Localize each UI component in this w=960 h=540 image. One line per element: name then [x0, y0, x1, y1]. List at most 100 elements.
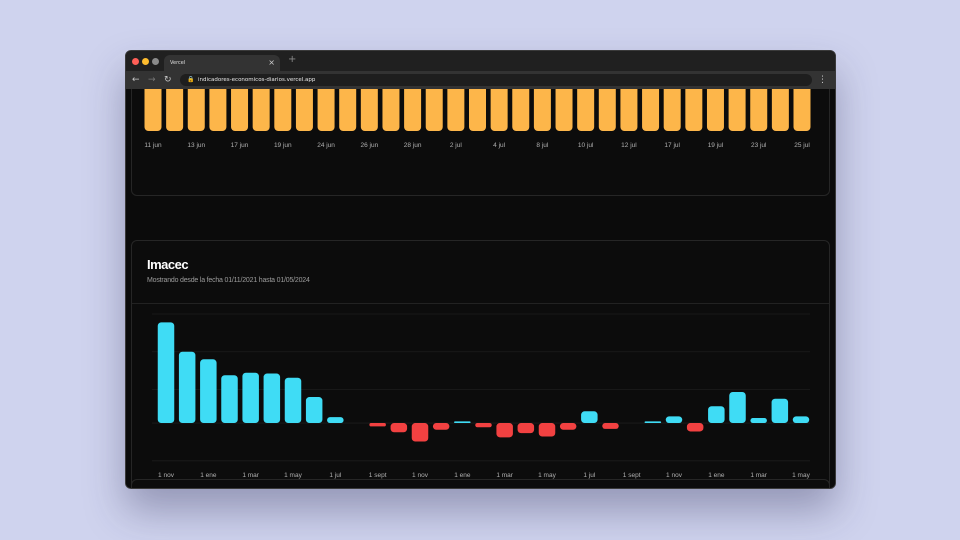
- x-tick-label: 17 jul: [664, 142, 680, 149]
- bar[interactable]: [390, 423, 408, 433]
- bar[interactable]: [559, 423, 577, 430]
- bar[interactable]: [369, 423, 386, 427]
- bar[interactable]: [447, 89, 465, 131]
- bar[interactable]: [242, 372, 259, 424]
- x-tick-label: 23 jul: [751, 142, 767, 149]
- bar[interactable]: [496, 423, 513, 438]
- bar[interactable]: [469, 89, 486, 131]
- bar[interactable]: [533, 89, 551, 131]
- bar[interactable]: [750, 418, 767, 424]
- card-divider: [132, 303, 829, 304]
- bar[interactable]: [706, 89, 724, 131]
- bar[interactable]: [729, 392, 746, 424]
- bar[interactable]: [577, 89, 595, 131]
- bar[interactable]: [644, 421, 662, 424]
- bar[interactable]: [166, 89, 184, 131]
- bar[interactable]: [708, 406, 725, 424]
- bar[interactable]: [187, 89, 205, 131]
- bar[interactable]: [432, 423, 450, 430]
- bar[interactable]: [642, 89, 660, 131]
- bar[interactable]: [178, 351, 196, 424]
- bar[interactable]: [144, 89, 162, 131]
- browser-window: Vercel × + ← → ↻ 🔒 indicadores-economico…: [125, 50, 836, 489]
- bar[interactable]: [252, 89, 270, 131]
- bar[interactable]: [620, 89, 638, 131]
- x-tick-label: 12 jul: [621, 142, 637, 149]
- bar[interactable]: [231, 89, 249, 131]
- x-tick-label: 11 jun: [144, 142, 162, 149]
- x-tick-label: 1 nov: [412, 472, 429, 479]
- top-chart-card: 11 jun 13 jun 17 jun 19 jun 24 jun 26 jun 28 j…: [131, 89, 830, 196]
- bar[interactable]: [793, 89, 811, 131]
- page-viewport[interactable]: 11 jun 13 jun 17 jun 19 jun 24 jun 26 jun 28 j…: [126, 89, 835, 488]
- x-tick-label: 4 jul: [493, 142, 505, 149]
- bar[interactable]: [475, 423, 492, 428]
- close-window-button[interactable]: [132, 58, 139, 65]
- card-title: Imacec: [147, 257, 189, 272]
- tab-close-icon[interactable]: ×: [268, 58, 275, 67]
- bar[interactable]: [665, 416, 683, 424]
- bar[interactable]: [686, 423, 704, 432]
- x-tick-label: 1 may: [792, 472, 810, 479]
- x-tick-label: 1 mar: [496, 472, 513, 479]
- browser-tab[interactable]: Vercel ×: [164, 55, 280, 71]
- bar[interactable]: [284, 377, 302, 424]
- bar[interactable]: [792, 416, 810, 424]
- new-tab-button[interactable]: +: [288, 54, 297, 65]
- bar[interactable]: [221, 375, 238, 424]
- url-field[interactable]: 🔒 indicadores-economicos-diarios.vercel.…: [180, 74, 812, 86]
- x-tick-label: 1 nov: [158, 472, 175, 479]
- top-bar-chart: 11 jun 13 jun 17 jun 19 jun 24 jun 26 jun 28 j…: [144, 89, 811, 149]
- bar[interactable]: [512, 89, 530, 131]
- bar[interactable]: [454, 421, 471, 424]
- bar[interactable]: [317, 89, 335, 131]
- bar[interactable]: [157, 322, 175, 424]
- bar[interactable]: [685, 89, 703, 131]
- bar[interactable]: [360, 89, 378, 131]
- bar[interactable]: [425, 89, 443, 131]
- bar[interactable]: [305, 397, 323, 424]
- bar[interactable]: [263, 373, 281, 424]
- arrow-left-icon[interactable]: ←: [132, 75, 140, 85]
- bar[interactable]: [555, 89, 573, 131]
- bar[interactable]: [339, 89, 357, 131]
- bar[interactable]: [517, 423, 535, 434]
- x-tick-label: 1 ene: [454, 472, 471, 479]
- reload-icon[interactable]: ↻: [164, 75, 172, 85]
- address-bar: ← → ↻ 🔒 indicadores-economicos-diarios.v…: [126, 71, 835, 89]
- bar[interactable]: [295, 89, 313, 131]
- bar[interactable]: [663, 89, 681, 131]
- arrow-right-icon[interactable]: →: [148, 75, 156, 85]
- imacec-bar-chart: 1 nov 1 ene 1 mar 1 may 1 jul 1 sept 1 nov 1 en…: [152, 313, 811, 479]
- bar[interactable]: [404, 89, 422, 131]
- maximize-window-button[interactable]: [152, 58, 159, 65]
- minimize-window-button[interactable]: [142, 58, 149, 65]
- x-tick-label: 19 jun: [274, 142, 292, 149]
- x-tick-label: 1 may: [284, 472, 302, 479]
- bar[interactable]: [771, 398, 789, 424]
- bar[interactable]: [728, 89, 746, 131]
- bar[interactable]: [598, 89, 616, 131]
- bar[interactable]: [200, 359, 217, 424]
- url-text: indicadores-economicos-diarios.vercel.ap…: [198, 77, 316, 83]
- bar[interactable]: [327, 417, 344, 424]
- bar[interactable]: [581, 411, 598, 424]
- bar[interactable]: [538, 423, 556, 437]
- x-tick-label: 1 ene: [200, 472, 217, 479]
- bar[interactable]: [209, 89, 227, 131]
- bar[interactable]: [771, 89, 789, 131]
- x-tick-label: 24 jun: [317, 142, 335, 149]
- x-tick-label: 28 jun: [404, 142, 422, 149]
- bar[interactable]: [382, 89, 400, 131]
- bar[interactable]: [411, 423, 429, 442]
- x-tick-label: 1 jul: [583, 472, 595, 479]
- x-tick-label: 1 mar: [242, 472, 259, 479]
- x-tick-label: 1 mar: [750, 472, 767, 479]
- tab-title: Vercel: [170, 60, 186, 66]
- kebab-menu-icon[interactable]: ⋮: [818, 75, 827, 85]
- bar[interactable]: [750, 89, 768, 131]
- bar[interactable]: [274, 89, 292, 131]
- browser-titlebar: Vercel × +: [126, 51, 835, 71]
- bar[interactable]: [602, 423, 619, 429]
- bar[interactable]: [490, 89, 508, 131]
